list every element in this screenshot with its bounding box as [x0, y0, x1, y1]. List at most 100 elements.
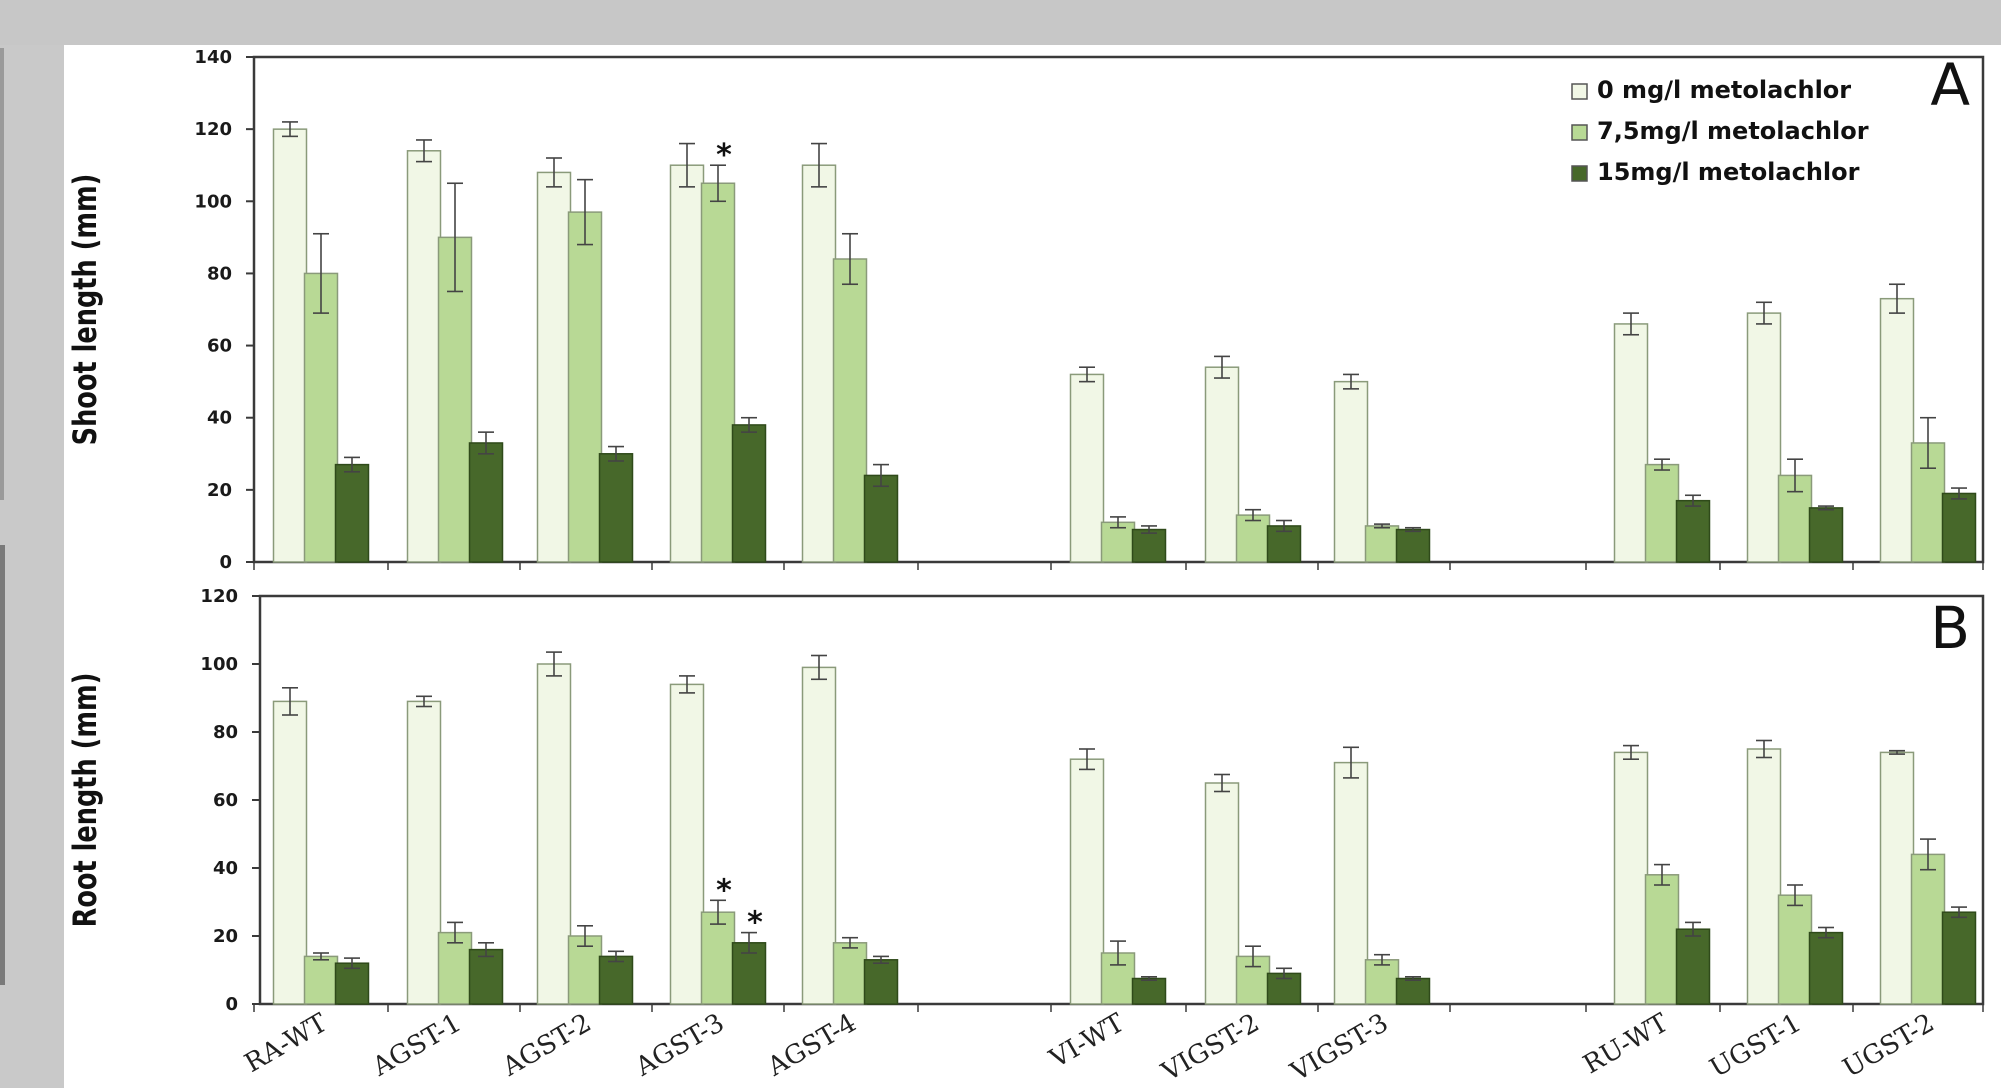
significance-star: * [716, 873, 732, 908]
bar [669, 683, 705, 1005]
bar [1910, 853, 1946, 1005]
bar [598, 453, 634, 563]
legend-entry: 0 mg/l metolachlor [1597, 76, 1851, 104]
y-tick-label: 40 [207, 408, 232, 429]
bar [1613, 323, 1649, 563]
bar [1333, 380, 1369, 563]
bar [303, 272, 339, 563]
bar [1364, 959, 1400, 1005]
category-label: UGST-1 [1705, 1008, 1806, 1084]
chart-panel-a: 0 20 40 60 80 100 120 140 Shoot length (mm) * A 0 m… [66, 47, 1985, 573]
bar [1266, 525, 1302, 563]
category-label: VIGST-3 [1285, 1008, 1393, 1088]
bar [272, 128, 308, 563]
bar [536, 171, 572, 563]
bar [1879, 297, 1915, 563]
y-axis-title: Shoot length (mm) [66, 174, 104, 446]
bar [863, 474, 899, 563]
left-edge-strip-lower [0, 545, 5, 985]
bar [700, 911, 736, 1005]
bar [1204, 366, 1240, 563]
bar [1613, 751, 1649, 1005]
plot-frame [258, 594, 1985, 1006]
bar [1069, 373, 1105, 563]
legend-swatch [1571, 124, 1588, 141]
category-label: UGST-2 [1838, 1008, 1939, 1084]
y-tick-label: 120 [194, 119, 232, 140]
bar [669, 164, 705, 563]
bar [1675, 928, 1711, 1005]
y-tick-label: 120 [200, 586, 238, 607]
bar [272, 700, 308, 1005]
bar [700, 182, 736, 563]
y-tick-label: 140 [194, 47, 232, 68]
significance-star: * [716, 138, 732, 173]
y-tick-label: 80 [213, 722, 238, 743]
legend-entry: 7,5mg/l metolachlor [1597, 117, 1869, 145]
category-label: VIGST-2 [1156, 1008, 1264, 1088]
bar [1395, 528, 1431, 563]
category-label: AGST-3 [630, 1008, 730, 1083]
bar [468, 442, 504, 563]
significance-star: * [747, 906, 763, 941]
bar [334, 962, 370, 1005]
bar [1941, 492, 1977, 563]
bar [1675, 499, 1711, 563]
category-label: RA-WT [240, 1008, 333, 1079]
bar [832, 258, 868, 563]
y-tick-label: 100 [200, 654, 238, 675]
y-tick-label: 80 [207, 263, 232, 284]
y-tick-label: 60 [213, 790, 238, 811]
category-label: AGST-1 [367, 1008, 467, 1083]
bar [801, 164, 837, 563]
bar [1777, 894, 1813, 1005]
category-label: AGST-2 [497, 1008, 597, 1083]
bar [1204, 782, 1240, 1005]
legend-swatch [1571, 83, 1588, 100]
bar [1333, 761, 1369, 1005]
bar [1235, 514, 1271, 563]
panel-label-a: A [1930, 51, 1970, 119]
bar [1644, 463, 1680, 563]
panel-label-b: B [1930, 594, 1970, 662]
bar [567, 211, 603, 563]
y-tick-label: 20 [213, 926, 238, 947]
bar [567, 935, 603, 1005]
y-axis-title: Root length (mm) [66, 673, 104, 928]
bar [598, 955, 634, 1005]
legend: 0 mg/l metolachlor 7,5mg/l metolachlor 15m… [1571, 76, 1869, 186]
category-label: RU-WT [1578, 1008, 1674, 1081]
bar [1644, 874, 1680, 1005]
bar [334, 463, 370, 563]
category-label: VI-WT [1044, 1008, 1130, 1075]
y-tick-label: 0 [219, 552, 232, 573]
chart-panel-b: 0 20 40 60 80 100 120 Root length (mm) * * B RA-WT A… [66, 586, 1985, 1088]
left-edge-strip-upper [0, 48, 4, 500]
legend-swatch [1571, 165, 1588, 182]
bar [1131, 977, 1167, 1005]
bar [406, 150, 442, 563]
y-tick-label: 0 [225, 994, 238, 1015]
bar [1808, 931, 1844, 1005]
bar [536, 663, 572, 1005]
bar [731, 424, 767, 563]
bar [832, 942, 868, 1005]
y-tick-label: 20 [207, 480, 232, 501]
bar [863, 959, 899, 1005]
top-gray-band [0, 0, 2001, 45]
bar [801, 666, 837, 1005]
bar [1364, 525, 1400, 563]
legend-entry: 15mg/l metolachlor [1597, 158, 1860, 186]
bar [1131, 528, 1167, 563]
bar [1069, 758, 1105, 1005]
bar [1941, 911, 1977, 1005]
bar [1746, 312, 1782, 563]
bar [1746, 748, 1782, 1005]
bar [1879, 751, 1915, 1005]
bar [1395, 977, 1431, 1005]
y-tick-label: 40 [213, 858, 238, 879]
left-gray-gutter [0, 45, 64, 1088]
bar [468, 948, 504, 1005]
y-tick-label: 100 [194, 191, 232, 212]
